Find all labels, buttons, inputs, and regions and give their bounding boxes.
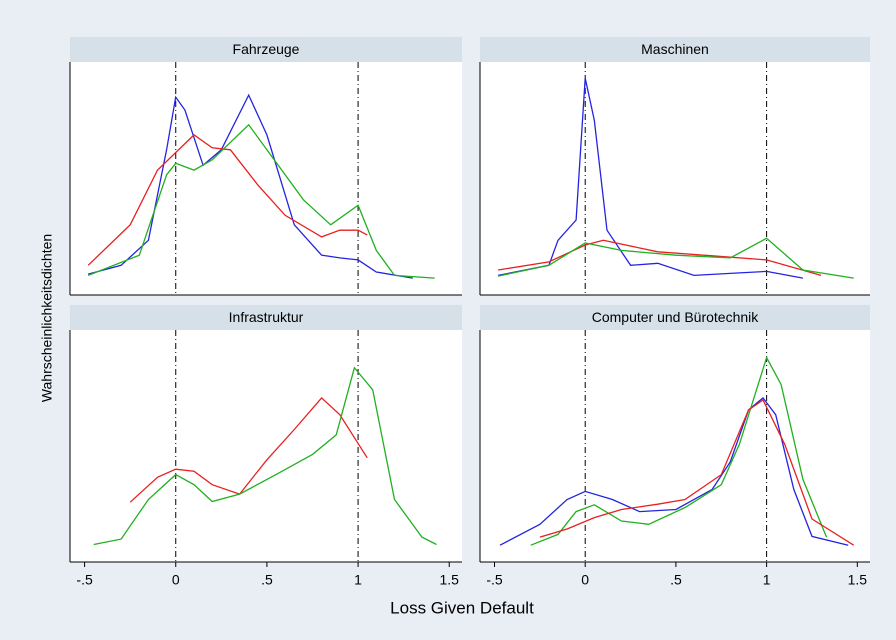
panel-header: [480, 305, 870, 330]
x-tick-label: .5: [261, 572, 273, 588]
density-line: [87, 123, 435, 279]
x-tick-label: 1: [354, 572, 362, 588]
plot-area: [480, 62, 870, 295]
panel-title: Infrastruktur: [229, 309, 304, 325]
density-line: [93, 366, 437, 546]
plot-area: [480, 330, 870, 562]
x-tick-label: 1: [763, 572, 771, 588]
x-tick-label: -.5: [486, 572, 503, 588]
density-line: [530, 355, 828, 546]
plot-area: [70, 62, 462, 295]
x-tick-label: 1.5: [848, 572, 868, 588]
x-tick-label: -.5: [76, 572, 93, 588]
density-line: [497, 78, 804, 279]
density-line: [88, 93, 413, 279]
panel-title: Computer und Bürotechnik: [592, 309, 760, 325]
x-tick-label: .5: [670, 572, 682, 588]
x-axis-label: Loss Given Default: [390, 598, 534, 617]
panel-header: [480, 37, 870, 62]
panel-title: Maschinen: [641, 41, 709, 57]
x-tick-label: 1.5: [440, 572, 460, 588]
x-tick-label: 0: [581, 572, 589, 588]
density-line: [87, 134, 368, 266]
density-line: [497, 237, 854, 279]
x-tick-label: 0: [172, 572, 180, 588]
panel-header: [70, 37, 462, 62]
plot-area: [70, 330, 462, 562]
density-line: [499, 396, 849, 546]
density-line: [497, 239, 822, 277]
panel-title: Fahrzeuge: [233, 41, 300, 57]
y-axis-label: Wahrscheinlichkeitsdichten: [39, 234, 55, 402]
density-line: [539, 398, 855, 546]
panel-header: [70, 305, 462, 330]
